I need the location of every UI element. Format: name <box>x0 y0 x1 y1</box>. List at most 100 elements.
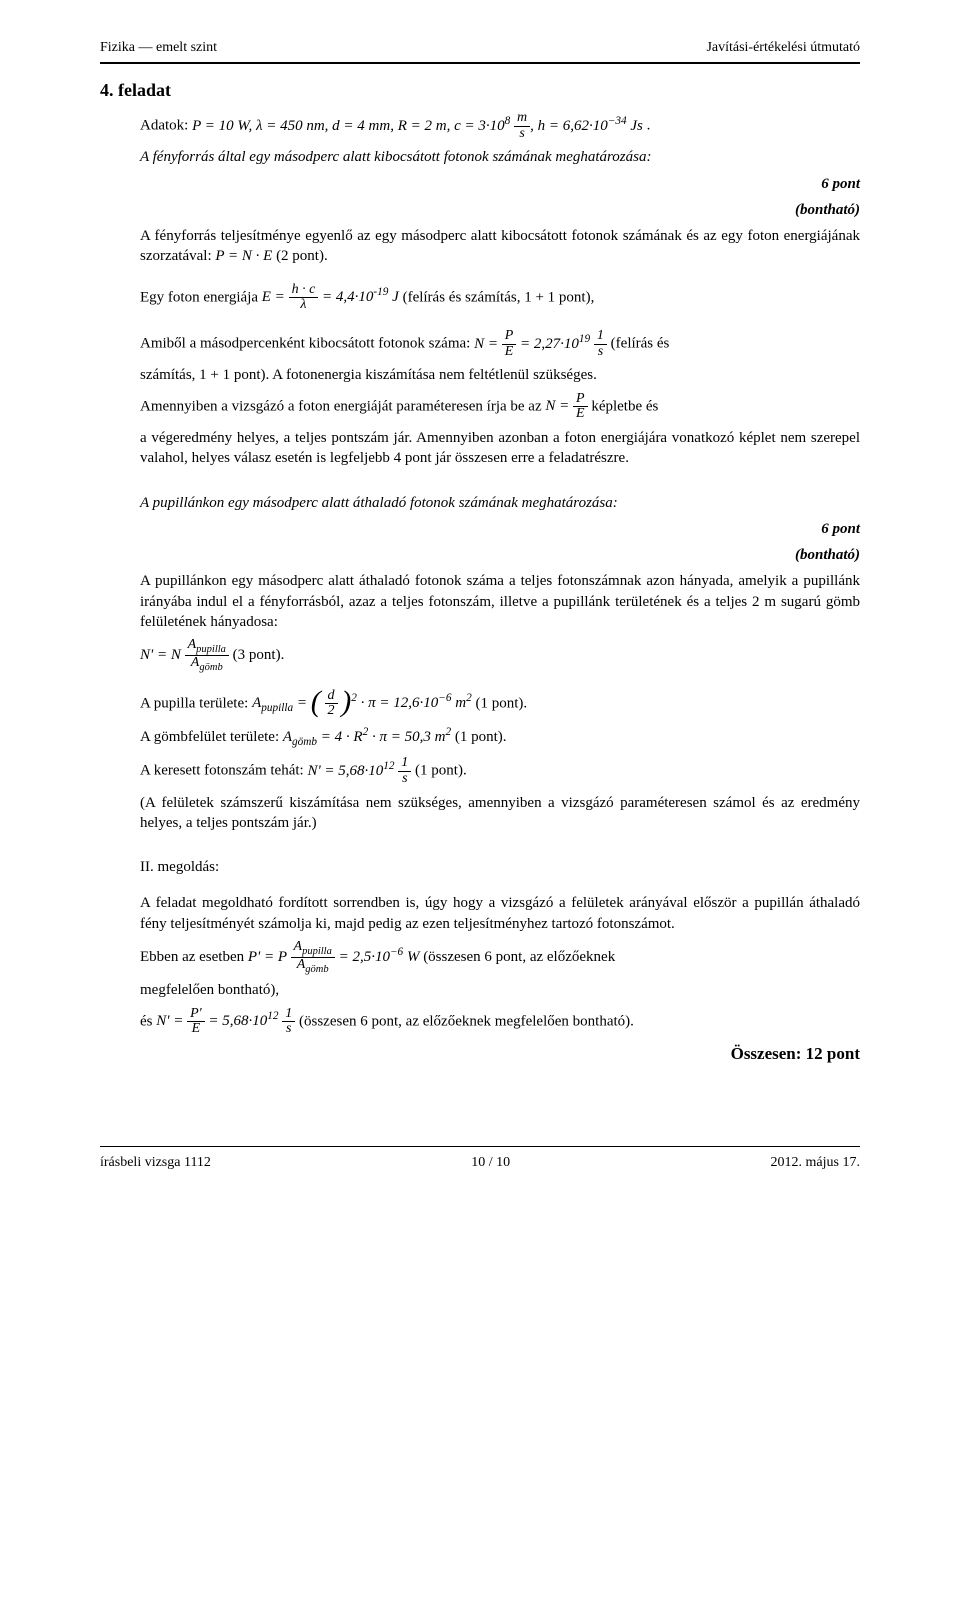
nprime2-exp: 12 <box>267 1010 278 1022</box>
res-exp: 12 <box>383 760 394 772</box>
hc: h · c <box>289 283 319 299</box>
s: s <box>594 345 607 360</box>
gomb-sub2: gömb <box>292 736 317 748</box>
para5: A pupillánkon egy másodperc alatt áthala… <box>140 571 860 632</box>
h-exp: −34 <box>608 115 627 127</box>
pprime-eq: P' = P Apupilla Agömb = 2,5·10−6 W <box>248 949 423 965</box>
content: Adatok: P = 10 W, λ = 450 nm, d = 4 mm, … <box>140 111 860 1066</box>
pupilla-sub: pupilla <box>196 644 226 655</box>
h-lhs: h = 6,62·10 <box>538 118 608 134</box>
task-title: 4. feladat <box>100 80 860 101</box>
para4: a végeredmény helyes, a teljes pontszám … <box>140 428 860 469</box>
footer-right: 2012. május 17. <box>771 1155 860 1171</box>
footer-center: 10 / 10 <box>471 1155 510 1171</box>
a-pupilla: Apupilla <box>185 638 229 656</box>
ag-label: A gömbfelület területe: <box>140 729 283 745</box>
a3: A <box>294 939 303 954</box>
n-line: Amiből a másodpercenként kibocsátott fot… <box>140 329 860 359</box>
pprime-num: P' <box>187 1007 205 1023</box>
pupilla-sub3: pupilla <box>302 946 332 957</box>
e1: Egy foton energiája <box>140 289 262 305</box>
para3b: képletbe és <box>591 398 658 414</box>
para7: A feladat megoldható fordított sorrendbe… <box>140 893 860 934</box>
pi-tail: · π = 12,6·10 <box>361 695 439 711</box>
pprime-val: = 2,5·10 <box>339 949 390 965</box>
two-den: 2 <box>325 704 338 719</box>
gomb-sub: gömb <box>199 662 222 673</box>
ag-pts: (1 pont). <box>455 729 507 745</box>
a1: A <box>188 637 197 652</box>
pprime-lhs: P' = P <box>248 949 291 965</box>
unit-m: m <box>514 111 530 127</box>
ap-lhs: A <box>252 695 261 711</box>
pts-6-b: 6 pont <box>140 519 860 539</box>
d-over-2: d 2 <box>325 689 338 719</box>
para1-tail: (2 pont). <box>276 248 328 264</box>
e-exp: -19 <box>373 286 388 298</box>
apupilla-over-agomb2: Apupilla Agömb <box>291 940 335 975</box>
e-lhs: E = <box>262 289 289 305</box>
sq2: 2 <box>466 692 472 704</box>
e-den: E <box>502 345 517 360</box>
page: Fizika — emelt szint Javítási-értékelési… <box>50 0 910 1201</box>
a-gomb: Agömb <box>185 656 229 673</box>
adatok-values: P = 10 W, λ = 450 nm, d = 4 mm, R = 2 m,… <box>192 118 647 134</box>
ag-mid: = 4 · R <box>321 729 363 745</box>
footer-left: írásbeli vizsga 1112 <box>100 1155 211 1171</box>
section1-title: A fényforrás által egy másodperc alatt k… <box>140 147 860 167</box>
foton-energy-line: Egy foton energiája E = h · c λ = 4,4·10… <box>140 283 860 313</box>
pupilla-area-line: A pupilla területe: Apupilla = ( d 2 )2 … <box>140 689 860 719</box>
one-over-s2: 1 s <box>398 756 411 786</box>
gomb-sub3: gömb <box>305 963 328 974</box>
res-pts: (1 pont). <box>415 763 467 779</box>
e-den2: E <box>573 407 588 422</box>
sq4: 2 <box>445 726 451 738</box>
n-val: = 2,27·10 <box>520 336 579 352</box>
n-pe-inline: N = P E <box>545 398 591 414</box>
ap-exp: −6 <box>438 692 451 704</box>
a-pupilla2: Apupilla <box>291 940 335 958</box>
nprime-tail: (3 pont). <box>233 647 285 663</box>
n-line3: számítás, 1 + 1 pont). A fotonenergia ki… <box>140 365 860 385</box>
para1: A fényforrás teljesítménye egyenlő az eg… <box>140 226 860 267</box>
nprime-line: N' = N Apupilla Agömb (3 pont). <box>140 638 860 673</box>
lparen: ( <box>311 690 321 714</box>
e-den3: E <box>187 1022 205 1037</box>
total-points: Összesen: 12 pont <box>140 1043 860 1066</box>
one: 1 <box>594 329 607 345</box>
page-header: Fizika — emelt szint Javítási-értékelési… <box>100 40 860 60</box>
ebben-line: Ebben az esetben P' = P Apupilla Agömb =… <box>140 940 860 975</box>
nprime2-tail: (összesen 6 pont, az előzőeknek megfelel… <box>299 1013 634 1029</box>
pprime-exp: −6 <box>390 946 403 958</box>
res-lhs: N' = 5,68·10 <box>307 763 383 779</box>
footer-rule <box>100 1146 860 1147</box>
sq1: 2 <box>351 692 357 704</box>
ap-pts: (1 pont). <box>475 695 527 711</box>
sep: , <box>530 118 538 134</box>
n-lhs2: N = <box>545 398 573 414</box>
mf-line: megfelelően bontható), <box>140 980 860 1000</box>
s3: s <box>282 1022 295 1037</box>
nprime-lhs: N' = N <box>140 647 185 663</box>
para1-eq: P = N · E <box>215 248 272 264</box>
para6: (A felületek számszerű kiszámítása nem s… <box>140 793 860 834</box>
lambda: λ <box>289 298 319 313</box>
h-unit: Js <box>630 118 643 134</box>
res-label: A keresett fotonszám tehát: <box>140 763 307 779</box>
nprime2-lhs: N' = <box>156 1013 187 1029</box>
res-eq: N' = 5,68·1012 1 s <box>307 763 415 779</box>
one2: 1 <box>398 756 411 772</box>
a-gomb2: Agömb <box>291 958 335 975</box>
e2: (felírás és számítás, 1 + 1 pont), <box>403 289 595 305</box>
pts-6-a: 6 pont <box>140 174 860 194</box>
ap-unit: m <box>455 695 466 711</box>
gomb-area-line: A gömbfelület területe: Agömb = 4 · R2 ·… <box>140 725 860 750</box>
section2-title: A pupillánkon egy másodperc alatt áthala… <box>140 493 860 513</box>
unit-s: s <box>514 127 530 142</box>
energy-eq: E = h · c λ = 4,4·10-19 J <box>262 289 403 305</box>
header-left: Fizika — emelt szint <box>100 40 217 56</box>
para3a: Amennyiben a vizsgázó a foton energiáját… <box>140 398 545 414</box>
n-exp: 19 <box>579 333 590 345</box>
bonthato-a: (bontható) <box>140 200 860 220</box>
ag-tail: · π = 50,3 m <box>372 729 445 745</box>
